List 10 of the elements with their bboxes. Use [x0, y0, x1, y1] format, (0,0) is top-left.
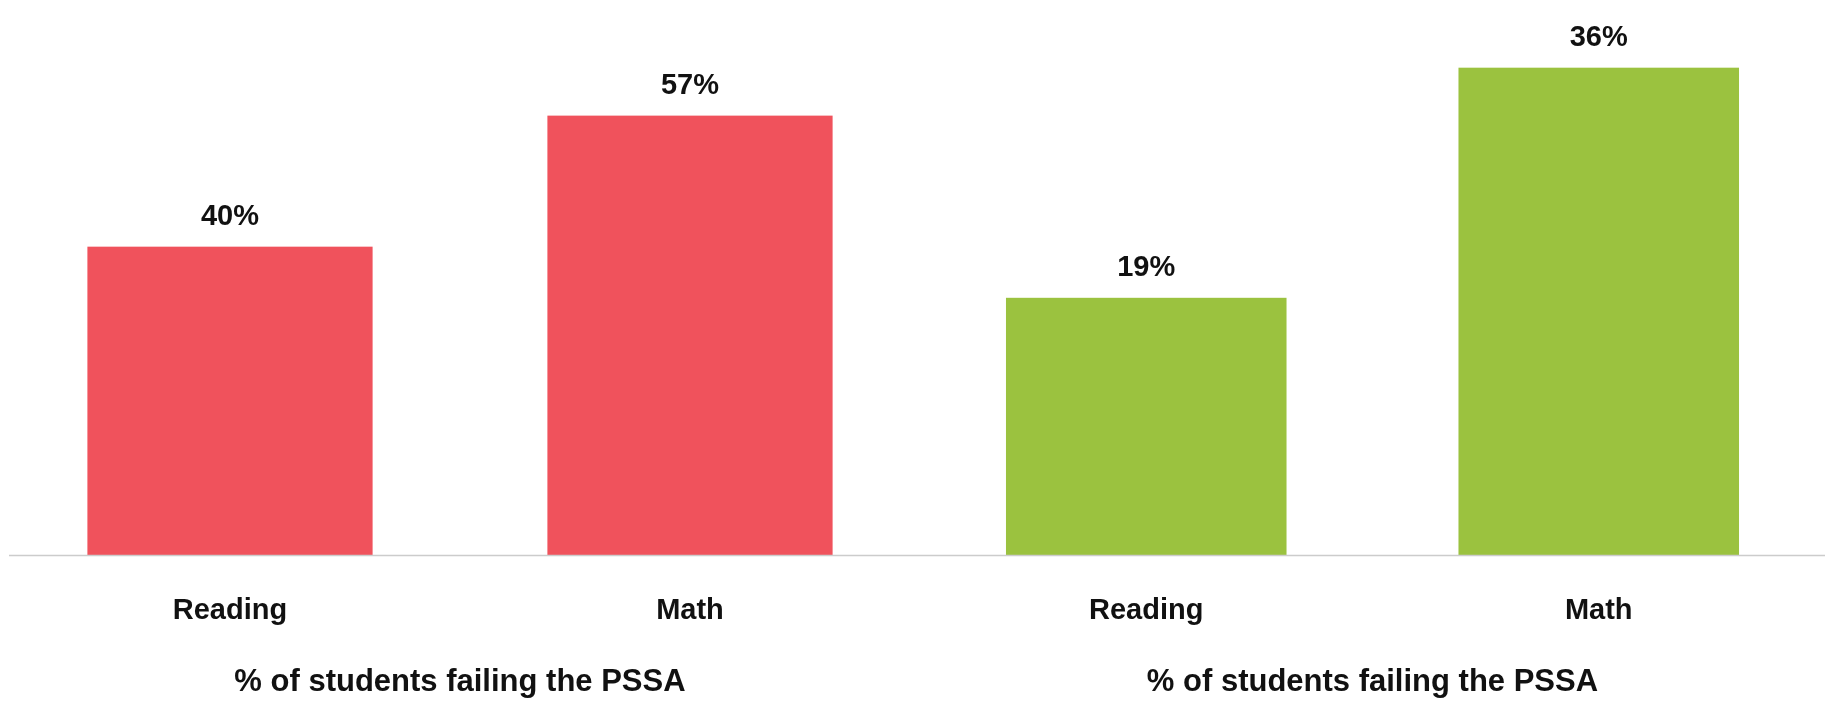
- x-tick-label: Reading: [1089, 593, 1204, 625]
- x-tick-label: Math: [1564, 593, 1633, 625]
- x-tick-label: Reading: [172, 593, 288, 625]
- data-label: 36%: [1569, 19, 1628, 52]
- data-label: 57%: [660, 67, 720, 100]
- x-axis-title: % of students failing the PSSA: [1146, 663, 1599, 698]
- data-label: 40%: [200, 198, 260, 231]
- data-label: 19%: [1117, 249, 1176, 282]
- x-axis-title: % of students failing the PSSA: [234, 663, 686, 698]
- x-tick-label: Math: [656, 593, 724, 625]
